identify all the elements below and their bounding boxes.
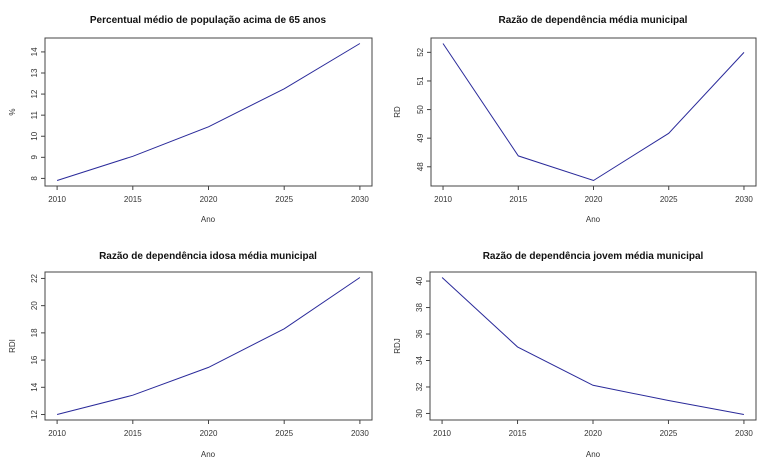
y-tick-label: 20 xyxy=(30,301,39,310)
x-tick-label: 2020 xyxy=(584,429,602,438)
y-tick-label: 34 xyxy=(415,356,424,365)
plot-frame xyxy=(430,37,757,187)
chart-title: Razão de dependência jovem média municip… xyxy=(483,251,704,262)
panel-rdi: Razão de dependência idosa média municip… xyxy=(8,251,317,459)
series-line xyxy=(441,277,744,415)
x-tick-label: 2025 xyxy=(275,195,293,204)
y-tick-label: 50 xyxy=(416,105,425,114)
series-line xyxy=(442,43,745,182)
x-tick-label: 2010 xyxy=(48,195,66,204)
x-tick-label: 2015 xyxy=(509,429,527,438)
x-tick-label: 2010 xyxy=(434,195,452,204)
series-line xyxy=(56,277,361,415)
series-line xyxy=(56,43,361,181)
panel-rdj: Razão de dependência jovem média municip… xyxy=(393,251,704,459)
x-tick-label: 2025 xyxy=(660,195,678,204)
plot-frame xyxy=(44,37,373,187)
chart-title: Razão de dependência média municipal xyxy=(499,15,688,26)
x-axis-label: Ano xyxy=(201,450,216,459)
y-axis-label: RDJ xyxy=(393,338,402,354)
x-tick-label: 2025 xyxy=(275,429,293,438)
y-axis-label: RDI xyxy=(8,339,17,353)
y-tick-label: 49 xyxy=(416,133,425,142)
y-tick-label: 12 xyxy=(30,89,39,98)
x-axis-label: Ano xyxy=(201,215,216,224)
y-tick-label: 40 xyxy=(415,276,424,285)
y-tick-label: 8 xyxy=(30,176,39,181)
x-tick-label: 2010 xyxy=(48,429,66,438)
panel-rd: Razão de dependência média municipal Ano… xyxy=(393,15,688,224)
x-tick-label: 2030 xyxy=(735,195,753,204)
x-tick-label: 2030 xyxy=(351,429,369,438)
y-tick-label: 30 xyxy=(415,408,424,417)
x-tick-label: 2020 xyxy=(585,195,603,204)
y-axis-label: % xyxy=(8,108,17,115)
y-tick-label: 52 xyxy=(416,47,425,56)
y-tick-label: 14 xyxy=(30,47,39,56)
x-tick-label: 2025 xyxy=(660,429,678,438)
plot-frame xyxy=(429,271,757,421)
y-tick-label: 12 xyxy=(30,410,39,419)
y-tick-label: 36 xyxy=(415,329,424,338)
y-tick-label: 16 xyxy=(30,355,39,364)
x-axis-label: Ano xyxy=(586,450,601,459)
y-axis-label: RD xyxy=(393,106,402,118)
chart-title: Percentual médio de população acima de 6… xyxy=(90,15,327,26)
y-tick-label: 51 xyxy=(416,76,425,85)
x-tick-label: 2010 xyxy=(433,429,451,438)
y-tick-label: 38 xyxy=(415,303,424,312)
y-tick-label: 18 xyxy=(30,328,39,337)
x-tick-label: 2030 xyxy=(735,429,753,438)
panel-pct-65plus: Percentual médio de população acima de 6… xyxy=(8,15,327,224)
y-tick-label: 13 xyxy=(30,68,39,77)
x-axis-label: Ano xyxy=(586,215,601,224)
y-tick-label: 32 xyxy=(415,382,424,391)
y-tick-label: 10 xyxy=(30,131,39,140)
plot-frame xyxy=(44,271,373,421)
x-tick-label: 2020 xyxy=(200,429,218,438)
x-tick-label: 2020 xyxy=(200,195,218,204)
chart-title: Razão de dependência idosa média municip… xyxy=(99,251,317,262)
y-tick-label: 9 xyxy=(30,155,39,160)
y-tick-label: 22 xyxy=(30,273,39,282)
x-tick-label: 2030 xyxy=(351,195,369,204)
x-tick-label: 2015 xyxy=(509,195,527,204)
y-tick-label: 48 xyxy=(416,162,425,171)
x-tick-label: 2015 xyxy=(124,195,142,204)
y-tick-label: 14 xyxy=(30,382,39,391)
y-tick-label: 11 xyxy=(30,110,39,119)
x-tick-label: 2015 xyxy=(124,429,142,438)
